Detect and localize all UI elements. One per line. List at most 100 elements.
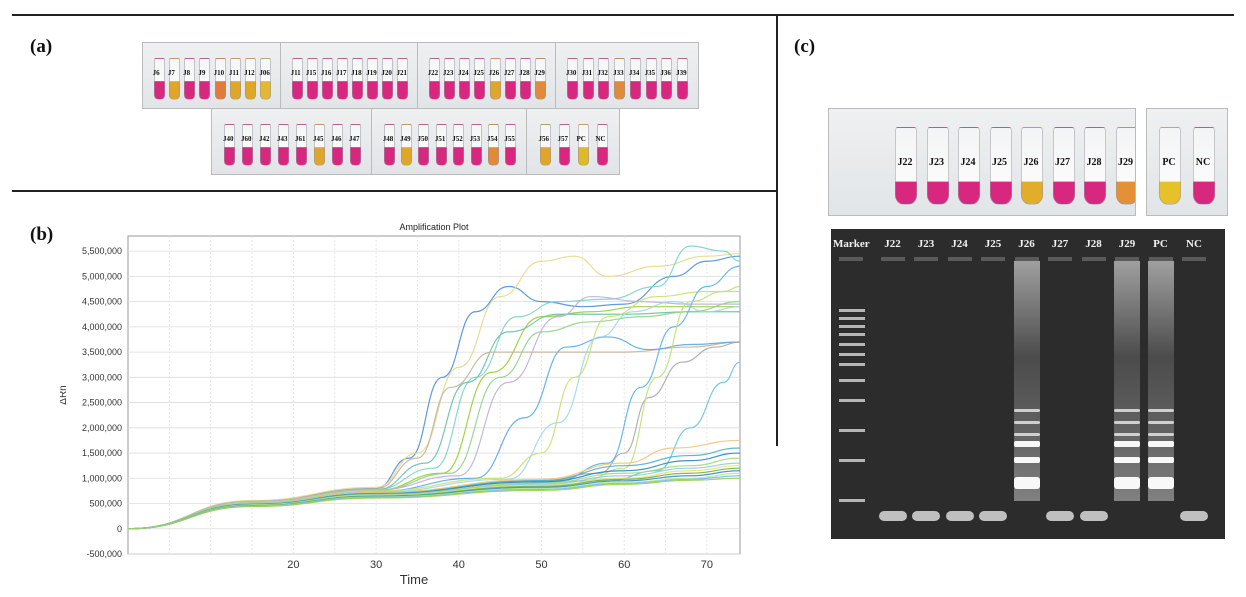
gel-well <box>1148 257 1173 261</box>
marker-band <box>839 363 865 366</box>
reaction-tube <box>383 124 395 166</box>
x-tick-label: 40 <box>453 559 465 571</box>
y-tick-label: 2,000,000 <box>82 423 122 433</box>
reaction-tube <box>1084 127 1106 205</box>
reaction-tube <box>1193 127 1215 205</box>
tube-label: PC <box>1162 157 1176 168</box>
gel-lane-label: J26 <box>1018 238 1035 250</box>
tube-label: J17 <box>335 69 347 77</box>
primer-band <box>912 511 940 521</box>
tube-label: J12 <box>244 69 255 77</box>
tube-label: J48 <box>382 135 394 143</box>
reaction-tube <box>677 58 689 100</box>
reaction-tube <box>428 58 440 100</box>
marker-band <box>839 309 865 312</box>
tube-label: J33 <box>613 69 624 77</box>
reaction-tube <box>558 124 570 166</box>
ladder-band <box>1013 441 1040 447</box>
reaction-tube <box>520 58 532 100</box>
tube-label: J53 <box>469 135 481 143</box>
tube-label: J28 <box>519 69 530 77</box>
y-tick-label: 1,000,000 <box>82 473 122 483</box>
panel-label-a: (a) <box>30 36 53 57</box>
marker-band <box>839 499 865 502</box>
reaction-tube <box>1052 127 1075 205</box>
reaction-tube <box>566 58 578 100</box>
reaction-tube <box>336 58 348 100</box>
ladder-band <box>1147 457 1174 463</box>
tube-label: J26 <box>1023 157 1039 168</box>
reaction-tube <box>291 58 303 100</box>
marker-band <box>839 343 865 346</box>
ladder-band <box>1114 457 1140 463</box>
reaction-tube <box>418 124 430 166</box>
tube-label: PC <box>576 135 586 143</box>
gel-lane-label: NC <box>1186 238 1202 250</box>
tube-label: NC <box>1195 157 1211 168</box>
reaction-tube <box>489 58 501 100</box>
ladder-band <box>1147 433 1174 436</box>
reaction-tube <box>435 124 447 166</box>
reaction-tube <box>397 58 409 100</box>
gel-lane-label: J29 <box>1118 238 1136 250</box>
reaction-tube <box>314 124 325 166</box>
tube-label: J52 <box>452 135 463 143</box>
tube-label: J56 <box>538 135 550 143</box>
marker-band <box>839 353 865 356</box>
primer-band <box>1180 511 1208 521</box>
ladder-band <box>1013 409 1040 412</box>
y-tick-label: 500,000 <box>89 499 122 509</box>
tube-label: J11 <box>290 69 301 77</box>
reaction-tube <box>1021 127 1043 205</box>
tube-label: J15 <box>305 69 317 77</box>
ladder-band <box>1114 433 1140 436</box>
ladder-band <box>1013 477 1040 489</box>
y-axis-label: ΔRn <box>60 385 69 404</box>
gel-well <box>947 257 972 261</box>
amplification-curve <box>127 253 741 530</box>
tube-label: J29 <box>534 69 545 77</box>
marker-band <box>839 429 865 432</box>
primer-band <box>979 511 1007 521</box>
tube-label: J11 <box>228 69 239 77</box>
ladder-band <box>1013 457 1040 463</box>
reaction-tube <box>306 58 318 100</box>
tube-label: J28 <box>1086 157 1102 168</box>
reaction-tube <box>443 58 455 100</box>
amplification-curve <box>127 477 741 530</box>
y-tick-label: 5,500,000 <box>82 246 122 256</box>
ladder-band <box>1114 409 1140 412</box>
tube-label: J31 <box>581 69 593 77</box>
reaction-tube <box>645 58 657 100</box>
tube-label: J06 <box>259 69 270 77</box>
gel-lane-label: PC <box>1153 238 1168 250</box>
reaction-tube <box>470 124 482 166</box>
panel-label-c: (c) <box>794 36 816 57</box>
tube-strip-photo: J40 J60 J42 J43 J61 J45 J46 J47 <box>211 108 373 175</box>
tube-strip-photo: J56 J57 PC NC <box>526 108 620 175</box>
reaction-tube <box>505 124 517 166</box>
reaction-tube <box>459 58 471 100</box>
ladder-band <box>1147 477 1174 489</box>
x-tick-label: 20 <box>287 559 299 571</box>
reaction-tube <box>352 58 364 100</box>
ladder-smear <box>1147 261 1174 501</box>
y-tick-label: -500,000 <box>86 549 122 559</box>
x-tick-label: 60 <box>618 559 630 571</box>
reaction-tube <box>278 124 289 166</box>
x-tick-label: 30 <box>370 559 382 571</box>
reaction-tube <box>153 58 165 100</box>
reaction-tube <box>214 58 226 100</box>
primer-band <box>945 511 974 521</box>
gel-lane-label: J28 <box>1085 238 1102 250</box>
reaction-tube <box>958 127 980 205</box>
gel-well <box>880 257 905 261</box>
reaction-tube <box>1115 127 1135 205</box>
reaction-tube <box>260 58 272 100</box>
marker-band <box>839 333 865 336</box>
ladder-band <box>1147 409 1174 412</box>
y-tick-label: 1,500,000 <box>82 448 122 458</box>
gel-lane-label: J24 <box>951 238 968 250</box>
tube-label: J7 <box>167 69 175 77</box>
reaction-tube <box>596 124 608 166</box>
